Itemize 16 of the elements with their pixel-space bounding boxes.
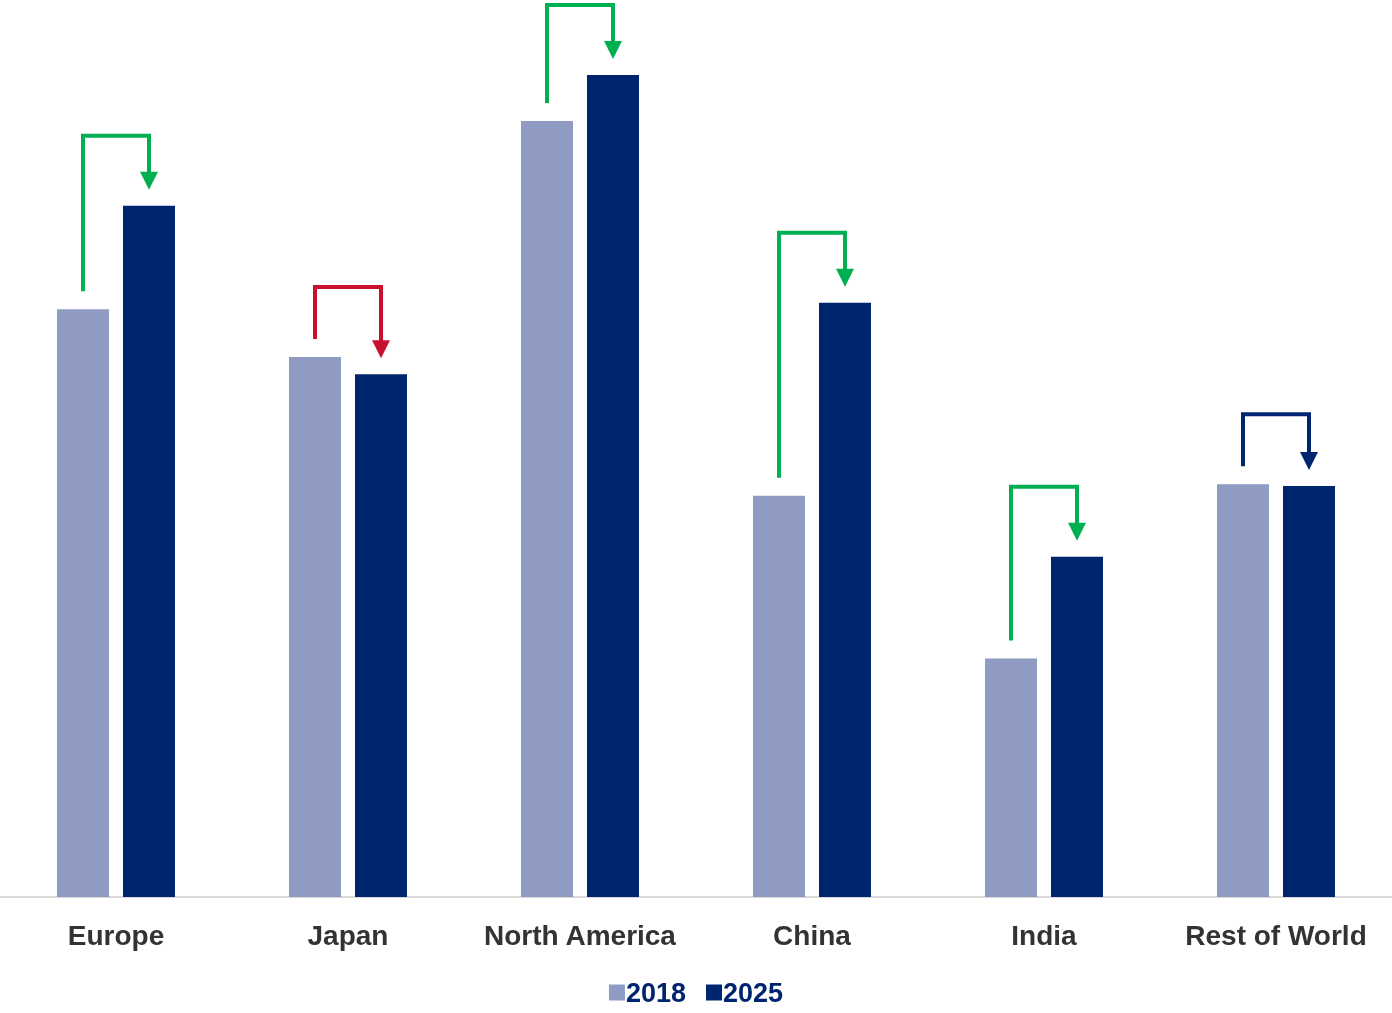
bar bbox=[521, 121, 573, 897]
bar bbox=[289, 356, 341, 897]
x-tick-label: India bbox=[1011, 919, 1078, 951]
bar bbox=[57, 309, 109, 897]
bar bbox=[355, 374, 407, 897]
bar bbox=[1283, 486, 1335, 897]
bar bbox=[753, 495, 805, 897]
legend-label: 2018 bbox=[625, 977, 687, 1008]
x-tick-label: North America bbox=[484, 919, 677, 951]
x-tick-label: Rest of World bbox=[1185, 919, 1367, 951]
bar bbox=[1217, 484, 1269, 897]
x-tick-label: China bbox=[773, 919, 852, 951]
bar bbox=[985, 658, 1037, 897]
x-tick-label: Europe bbox=[67, 919, 165, 951]
legend-label: 2025 bbox=[723, 977, 784, 1008]
x-tick-label: Japan bbox=[307, 919, 389, 951]
